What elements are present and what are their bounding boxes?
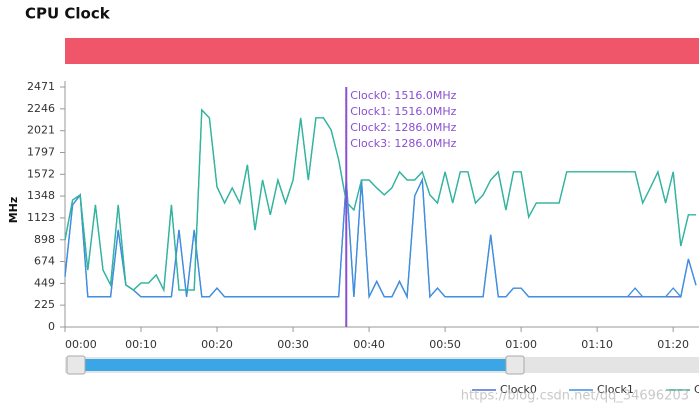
y-axis-label: MHz <box>7 197 20 224</box>
y-tick-label: 2471 <box>27 80 55 93</box>
x-tick-label: 00:20 <box>201 338 233 351</box>
slider[interactable] <box>65 355 699 375</box>
legend-label: Clock0 <box>500 383 537 396</box>
x-tick-label: 01:00 <box>505 338 537 351</box>
legend-label: Clock2 <box>694 383 699 396</box>
tooltip-text: Clock3: 1286.0MHz <box>350 137 456 150</box>
line-series <box>64 177 697 300</box>
y-tick-label: 2246 <box>27 102 55 115</box>
x-tick-label: 01:20 <box>657 338 689 351</box>
y-tick-label: 1123 <box>27 211 55 224</box>
x-tick-label: 00:50 <box>429 338 461 351</box>
line-series <box>64 177 697 300</box>
chart-title: CPU Clock <box>25 5 111 23</box>
y-tick-label: 449 <box>34 276 55 289</box>
y-tick-label: 1797 <box>27 145 55 158</box>
watermark: https://blog.csdn.net/qq_34696203 <box>461 389 689 404</box>
slider-handle[interactable] <box>66 355 86 375</box>
y-tick-label: 0 <box>48 320 55 333</box>
slider-window[interactable] <box>80 359 515 371</box>
tooltip-text: Clock2: 1286.0MHz <box>350 121 456 134</box>
x-tick-label: 00:40 <box>353 338 385 351</box>
slider-handle[interactable] <box>505 355 525 375</box>
y-tick-label: 225 <box>34 298 55 311</box>
y-tick-label: 674 <box>34 255 55 268</box>
line-series <box>64 108 696 293</box>
y-tick-label: 1348 <box>27 189 55 202</box>
legend-label: Clock1 <box>597 383 634 396</box>
tooltip-text: Clock1: 1516.0MHz <box>350 105 456 118</box>
status-bar <box>65 38 699 64</box>
x-tick-label: 00:30 <box>277 338 309 351</box>
x-tick-label: 01:10 <box>581 338 613 351</box>
y-tick-label: 898 <box>34 233 55 246</box>
tooltip-text: Clock0: 1516.0MHz <box>350 89 456 102</box>
y-tick-label: 2021 <box>27 124 55 137</box>
y-tick-label: 1572 <box>27 167 55 180</box>
x-tick-label: 00:00 <box>65 338 97 351</box>
x-tick-label: 00:10 <box>125 338 157 351</box>
